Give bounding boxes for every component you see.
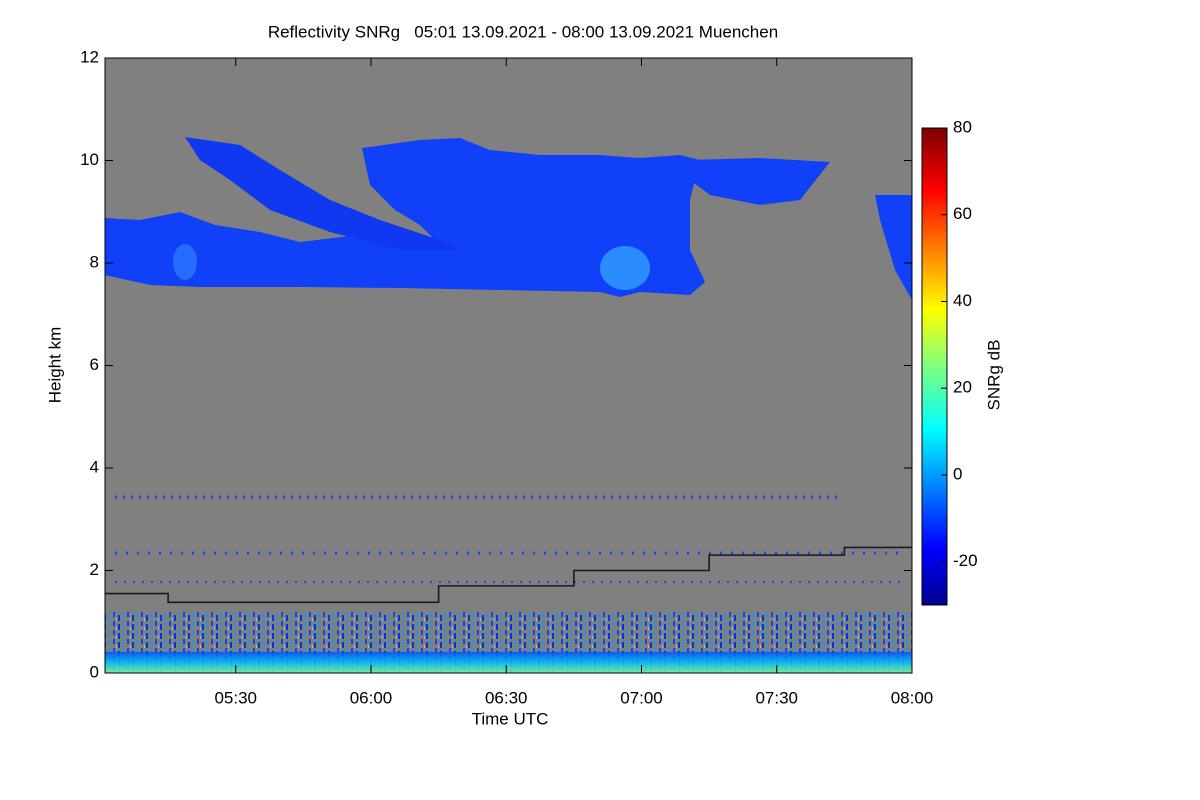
echo-field [105,137,912,673]
colorbar [921,127,948,606]
y-tick-label: 0 [90,662,99,681]
colorbar-tick-label: -20 [953,551,978,570]
x-tick-label: 07:00 [620,688,663,707]
x-tick-label: 05:30 [214,688,257,707]
colorbar-tick-label: 20 [953,378,972,397]
colorbar-tick-label: 0 [953,464,962,483]
chart-title: Reflectivity SNRg 05:01 13.09.2021 - 08:… [268,22,778,41]
x-tick-label: 07:30 [755,688,798,707]
x-tick-label: 08:00 [891,688,934,707]
y-tick-label: 8 [90,252,99,271]
x-tick-label: 06:00 [350,688,393,707]
x-tick-label: 06:30 [485,688,528,707]
boundary-layer-line [105,546,912,604]
y-tick-label: 12 [80,47,99,66]
y-tick-label: 4 [90,457,99,476]
colorbar-tick-label: 40 [953,291,972,310]
y-tick-label: 2 [90,560,99,579]
y-axis-label: Height km [45,327,64,404]
y-tick-label: 6 [90,355,99,374]
colorbar-tick-label: 80 [953,117,972,136]
y-tick-label: 10 [80,150,99,169]
colorbar-tick-label: 60 [953,204,972,223]
x-axis-label: Time UTC [472,709,549,728]
colorbar-label: SNRg dB [984,340,1003,411]
